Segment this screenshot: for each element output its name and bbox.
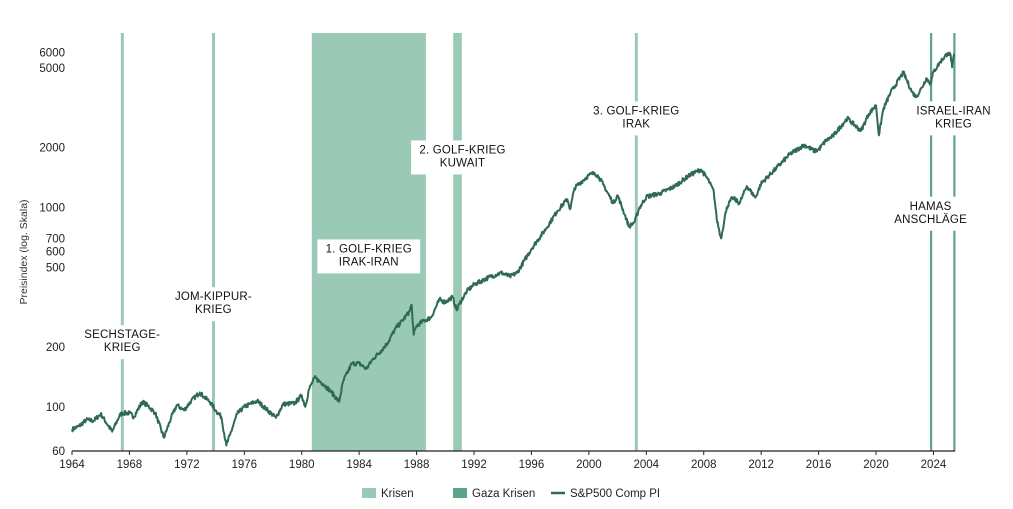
annotation-bg-5 (893, 196, 968, 231)
x-tick-label: 1964 (59, 459, 85, 471)
y-tick-label: 1000 (39, 202, 65, 214)
annotation-line: ISRAEL-IRAN (916, 105, 990, 117)
y-tick-label: 200 (46, 342, 65, 354)
x-tick-label: 2004 (634, 459, 660, 471)
annotation-bg-4 (584, 101, 688, 136)
x-tick-label: 1976 (231, 459, 257, 471)
annotation-bg-1 (169, 287, 258, 322)
legend-label: Gaza Krisen (472, 488, 535, 500)
crisis-band-4 (634, 33, 638, 451)
annotation-line: KRIEG (104, 342, 141, 354)
annotation-line: JOM-KIPPUR- (175, 291, 252, 303)
annotation-backgrounds (81, 101, 998, 360)
crisis-band-1 (211, 33, 215, 451)
y-tick-label: 6000 (39, 47, 65, 59)
annotation-label-3: 2. GOLF-KRIEG KUWAIT (419, 144, 505, 169)
x-tick-label: 1988 (404, 459, 430, 471)
annotation-line: HAMAS (910, 201, 952, 213)
legend-swatch-crisis (362, 488, 376, 498)
legend-label: Krisen (381, 488, 414, 500)
y-axis-label: Preisindex (log. Skala) (18, 199, 30, 304)
x-tick-label: 1992 (461, 459, 487, 471)
y-tick-label: 2000 (39, 142, 65, 154)
annotation-bg-2 (317, 239, 421, 274)
y-tick-label: 5000 (39, 63, 65, 75)
annotation-label-2: 1. GOLF-KRIEG IRAK-IRAN (326, 243, 412, 268)
gaza-crisis-band-0 (930, 33, 933, 451)
annotation-line: KRIEG (195, 304, 232, 316)
x-tick-label: 1984 (346, 459, 372, 471)
series-line-sp500 (71, 51, 956, 447)
annotation-bg-0 (81, 325, 163, 360)
y-tick-label: 600 (46, 247, 65, 259)
annotation-line: 3. GOLF-KRIEG (593, 105, 679, 117)
y-tick-label: 100 (46, 402, 65, 414)
annotation-label-4: 3. GOLF-KRIEG IRAK (593, 105, 679, 130)
annotation-line: IRAK-IRAN (339, 256, 399, 268)
x-tick-label: 1980 (289, 459, 315, 471)
x-tick-label: 2024 (921, 459, 947, 471)
series-layer (71, 51, 956, 447)
y-tick-label: 60 (52, 446, 65, 458)
x-tick-label: 2012 (748, 459, 774, 471)
annotation-label-1: JOM-KIPPUR-KRIEG (175, 291, 252, 316)
y-tick-label: 500 (46, 262, 65, 274)
axes: 1964 1968 1972 1976 1980 1984 1988 1992 1996 2000… (18, 47, 955, 471)
y-tick-label: 700 (46, 233, 65, 245)
annotation-line: KUWAIT (440, 157, 486, 169)
x-tick-label: 2000 (576, 459, 602, 471)
annotation-label-5: HAMAS ANSCHLÄGE (894, 201, 967, 226)
crisis-band-0 (120, 33, 124, 451)
annotation-bg-3 (411, 140, 514, 175)
annotation-line: SECHSTAGE- (84, 329, 160, 341)
annotation-bg-6 (909, 101, 998, 136)
crisis-band-3 (453, 33, 462, 451)
x-tick-label: 1972 (174, 459, 200, 471)
legend-swatch-gaza_crisis (453, 488, 467, 498)
x-tick-label: 1996 (519, 459, 545, 471)
legend-label: S&P500 Comp PI (570, 488, 660, 500)
annotation-label-6: ISRAEL-IRAN KRIEG (916, 105, 990, 130)
x-tick-label: 2008 (691, 459, 717, 471)
annotation-line: ANSCHLÄGE (894, 214, 967, 226)
annotation-line: 1. GOLF-KRIEG (326, 243, 412, 255)
annotation-line: 2. GOLF-KRIEG (419, 144, 505, 156)
gaza-crisis-band-1 (953, 33, 956, 451)
annotation-line: KRIEG (935, 118, 972, 130)
x-tick-label: 2016 (806, 459, 832, 471)
x-tick-label: 1968 (117, 459, 143, 471)
annotation-label-0: SECHSTAGE-KRIEG (84, 329, 160, 354)
annotation-line: IRAK (622, 118, 650, 130)
legend: Krisen Gaza Krisen S&P500 Comp PI (362, 488, 660, 500)
x-tick-label: 2020 (863, 459, 889, 471)
